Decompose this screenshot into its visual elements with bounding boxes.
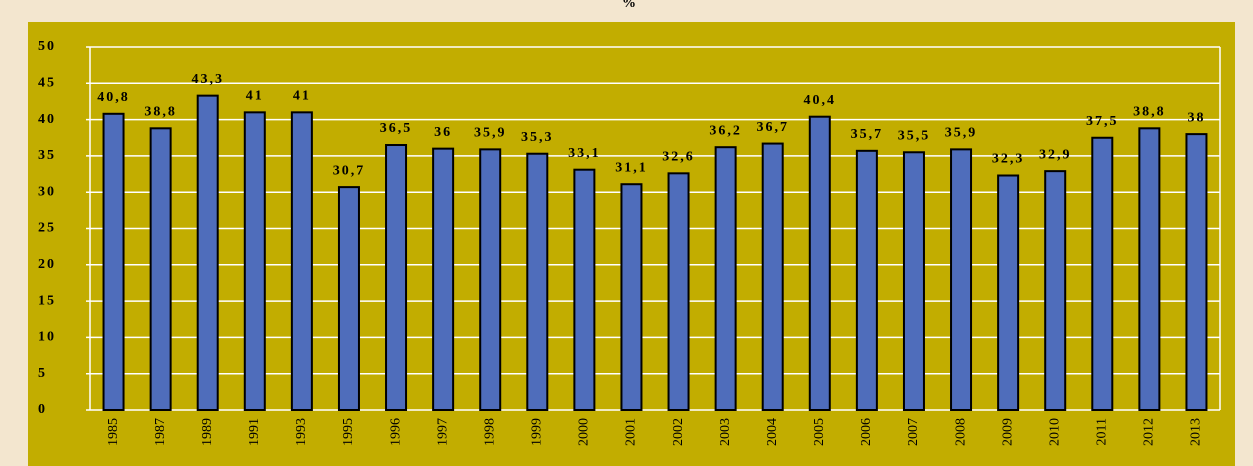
x-tick-label: 1993 — [294, 418, 309, 446]
y-tick-label: 25 — [38, 221, 56, 236]
bar — [479, 148, 502, 411]
x-tick-label: 1995 — [341, 418, 356, 446]
x-tick-label: 2000 — [577, 418, 592, 446]
chart-title: % — [622, 0, 638, 11]
x-tick-label: 2003 — [718, 418, 733, 446]
y-tick-label: 15 — [38, 293, 56, 308]
bar — [290, 111, 313, 411]
x-tick-label: 2005 — [812, 418, 827, 446]
bar — [196, 94, 219, 411]
y-tick-label: 10 — [38, 330, 56, 345]
bar — [667, 172, 690, 411]
y-tick-label: 20 — [38, 257, 56, 272]
x-tick-label: 1991 — [247, 418, 262, 446]
y-tick-label: 0 — [38, 402, 47, 417]
x-tick-label: 1997 — [435, 418, 450, 446]
bar — [1138, 127, 1161, 411]
x-tick-label: 2002 — [671, 418, 686, 446]
bar — [1044, 170, 1067, 411]
value-label: 35,7 — [851, 127, 884, 142]
value-label: 32,3 — [992, 152, 1025, 167]
x-tick-label: 2004 — [765, 418, 780, 446]
bar — [432, 147, 455, 411]
value-label: 35,9 — [945, 126, 978, 141]
bar — [855, 149, 878, 411]
value-label: 36 — [434, 125, 452, 140]
y-tick-label: 5 — [38, 366, 47, 381]
bar — [337, 186, 360, 411]
x-tick-label: 2010 — [1047, 418, 1062, 446]
y-tick-label: 45 — [38, 76, 56, 91]
y-tick-label: 50 — [38, 39, 56, 54]
bar — [243, 111, 266, 411]
value-label: 35,3 — [521, 130, 554, 145]
bar — [1185, 133, 1208, 411]
value-label: 38,8 — [1133, 105, 1166, 120]
x-tick-label: 2001 — [624, 418, 639, 446]
value-label: 40,4 — [804, 93, 837, 108]
value-label: 35,5 — [898, 128, 931, 143]
value-label: 43,3 — [191, 72, 224, 87]
x-tick-label: 2008 — [953, 418, 968, 446]
value-label: 41 — [293, 89, 311, 104]
value-label: 32,6 — [662, 150, 695, 165]
value-label: 36,2 — [709, 123, 742, 138]
value-label: 30,7 — [333, 163, 366, 178]
value-label: 35,9 — [474, 126, 507, 141]
bar — [902, 151, 925, 412]
bar — [808, 115, 831, 411]
y-tick-label: 30 — [38, 184, 56, 199]
x-tick-label: 1999 — [530, 418, 545, 446]
x-tick-label: 1987 — [153, 418, 168, 446]
bar — [573, 168, 596, 411]
value-label: 33,1 — [568, 146, 601, 161]
bar — [950, 148, 973, 411]
x-tick-label: 2006 — [859, 418, 874, 446]
bar — [102, 112, 125, 412]
value-label: 41 — [246, 89, 264, 104]
value-label: 32,9 — [1039, 147, 1072, 162]
x-tick-label: 2011 — [1095, 418, 1110, 445]
x-tick-label: 2007 — [906, 418, 921, 446]
x-tick-label: 1989 — [200, 418, 215, 446]
value-label: 37,5 — [1086, 114, 1119, 129]
bar — [761, 142, 784, 411]
bar — [385, 144, 408, 411]
value-label: 38,8 — [144, 105, 177, 120]
bar — [526, 152, 549, 412]
x-tick-label: 2012 — [1142, 418, 1157, 446]
value-label: 31,1 — [615, 160, 648, 175]
bar — [714, 146, 737, 412]
bar — [620, 183, 643, 411]
x-tick-label: 2013 — [1189, 418, 1204, 446]
value-label: 36,5 — [380, 121, 413, 136]
x-tick-label: 2009 — [1000, 418, 1015, 446]
x-tick-label: 1998 — [482, 418, 497, 446]
bar — [1091, 136, 1114, 411]
value-label: 40,8 — [97, 90, 130, 105]
bar — [997, 174, 1020, 411]
y-tick-label: 40 — [38, 112, 56, 127]
y-tick-label: 35 — [38, 148, 56, 163]
x-tick-label: 1996 — [388, 418, 403, 446]
x-tick-label: 1985 — [106, 418, 121, 446]
bar — [149, 127, 172, 411]
value-label: 38 — [1187, 110, 1205, 125]
value-label: 36,7 — [756, 120, 789, 135]
